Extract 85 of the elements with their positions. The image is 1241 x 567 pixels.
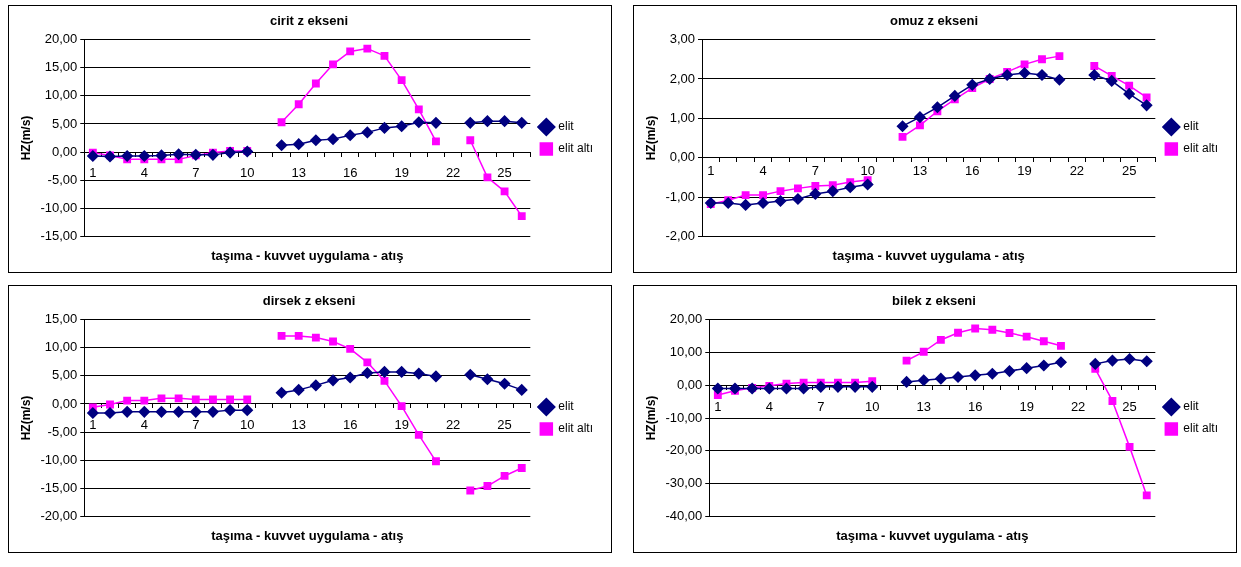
x-axis-title: taşıma - kuvvet uygulama - atış xyxy=(832,247,1025,263)
y-tick-label: 10,00 xyxy=(44,87,78,103)
y-axis-title: HZ(m/s) xyxy=(18,115,33,161)
x-tick-label: 19 xyxy=(394,417,409,433)
legend-label: elit altı xyxy=(1183,141,1219,156)
y-tick-label: -10,00 xyxy=(40,199,78,215)
x-tick-label: 16 xyxy=(967,398,983,414)
x-tick-label: 7 xyxy=(192,165,200,181)
x-tick-label: 1 xyxy=(89,417,97,433)
x-tick-label: 22 xyxy=(445,417,461,433)
y-tick-label: 5,00 xyxy=(51,115,78,131)
y-tick-label: 3,00 xyxy=(669,31,696,47)
y-tick-label: 1,00 xyxy=(669,109,696,125)
x-tick-label: 16 xyxy=(965,163,980,179)
y-tick-label: 20,00 xyxy=(669,311,703,327)
x-tick-label: 25 xyxy=(1122,398,1137,414)
x-tick-label: 25 xyxy=(497,417,512,433)
legend-label: elit xyxy=(1183,399,1200,414)
x-tick-label: 19 xyxy=(1019,398,1034,414)
x-tick-label: 16 xyxy=(342,417,358,433)
x-tick-label: 13 xyxy=(912,163,928,179)
x-tick-label: 1 xyxy=(714,398,722,414)
y-axis-title: HZ(m/s) xyxy=(18,395,33,441)
y-axis-title: HZ(m/s) xyxy=(643,115,658,161)
x-axis-title: taşıma - kuvvet uygulama - atış xyxy=(836,527,1029,543)
x-tick-label: 13 xyxy=(916,398,931,414)
y-tick-label: -20,00 xyxy=(665,442,703,458)
legend-label: elit xyxy=(558,119,575,134)
legend-label: elit altı xyxy=(558,141,594,156)
x-tick-label: 10 xyxy=(240,417,255,433)
x-tick-label: 7 xyxy=(811,163,819,179)
x-tick-label: 7 xyxy=(817,398,825,414)
y-tick-label: -10,00 xyxy=(40,451,78,467)
x-tick-label: 4 xyxy=(765,398,773,414)
x-axis-title: taşıma - kuvvet uygulama - atış xyxy=(211,247,404,263)
y-tick-label: -5,00 xyxy=(47,171,78,187)
y-tick-label: -15,00 xyxy=(40,227,78,243)
x-tick-label: 4 xyxy=(759,163,767,179)
y-tick-label: -1,00 xyxy=(665,188,696,204)
x-tick-label: 19 xyxy=(1017,163,1032,179)
y-tick-label: -30,00 xyxy=(665,475,703,491)
y-tick-label: -2,00 xyxy=(665,227,696,243)
legend-label: elit xyxy=(1183,119,1200,134)
y-tick-label: 2,00 xyxy=(669,70,696,86)
x-tick-label: 7 xyxy=(192,417,200,433)
chart-title: cirit z ekseni xyxy=(269,13,349,29)
x-tick-label: 22 xyxy=(1070,398,1086,414)
x-axis-title: taşıma - kuvvet uygulama - atış xyxy=(211,527,404,543)
y-tick-label: -10,00 xyxy=(665,409,703,425)
y-tick-label: 10,00 xyxy=(44,339,78,355)
x-tick-label: 10 xyxy=(860,163,875,179)
x-tick-label: 4 xyxy=(140,165,148,181)
y-tick-label: -20,00 xyxy=(40,507,78,523)
x-tick-label: 16 xyxy=(342,165,358,181)
y-tick-label: -40,00 xyxy=(665,507,703,523)
x-tick-label: 1 xyxy=(89,165,97,181)
y-tick-label: 15,00 xyxy=(44,311,78,327)
x-tick-label: 22 xyxy=(1069,163,1085,179)
x-tick-label: 4 xyxy=(140,417,148,433)
legend-label: elit altı xyxy=(1183,421,1219,436)
x-tick-label: 13 xyxy=(291,417,306,433)
y-tick-label: 20,00 xyxy=(44,31,78,47)
x-tick-label: 1 xyxy=(707,163,715,179)
chart-title: omuz z ekseni xyxy=(889,13,979,29)
y-tick-label: 5,00 xyxy=(51,367,78,383)
y-axis-title: HZ(m/s) xyxy=(643,395,658,441)
x-tick-label: 19 xyxy=(394,165,409,181)
legend-label: elit xyxy=(558,399,575,414)
y-tick-label: 10,00 xyxy=(669,343,703,359)
y-tick-label: -15,00 xyxy=(40,479,78,495)
chart-title: dirsek z ekseni xyxy=(262,293,356,309)
y-tick-label: 0,00 xyxy=(669,149,696,165)
y-tick-label: 0,00 xyxy=(51,143,78,159)
legend-label: elit altı xyxy=(558,421,594,436)
y-tick-label: -5,00 xyxy=(47,423,78,439)
y-tick-label: 0,00 xyxy=(51,395,78,411)
x-tick-label: 25 xyxy=(497,165,512,181)
y-tick-label: 0,00 xyxy=(676,376,703,392)
x-tick-label: 10 xyxy=(240,165,255,181)
x-tick-label: 25 xyxy=(1121,163,1137,179)
x-tick-label: 22 xyxy=(445,165,461,181)
chart-title: bilek z ekseni xyxy=(892,293,976,309)
x-tick-label: 10 xyxy=(865,398,880,414)
y-tick-label: 15,00 xyxy=(44,59,78,75)
x-tick-label: 13 xyxy=(291,165,306,181)
